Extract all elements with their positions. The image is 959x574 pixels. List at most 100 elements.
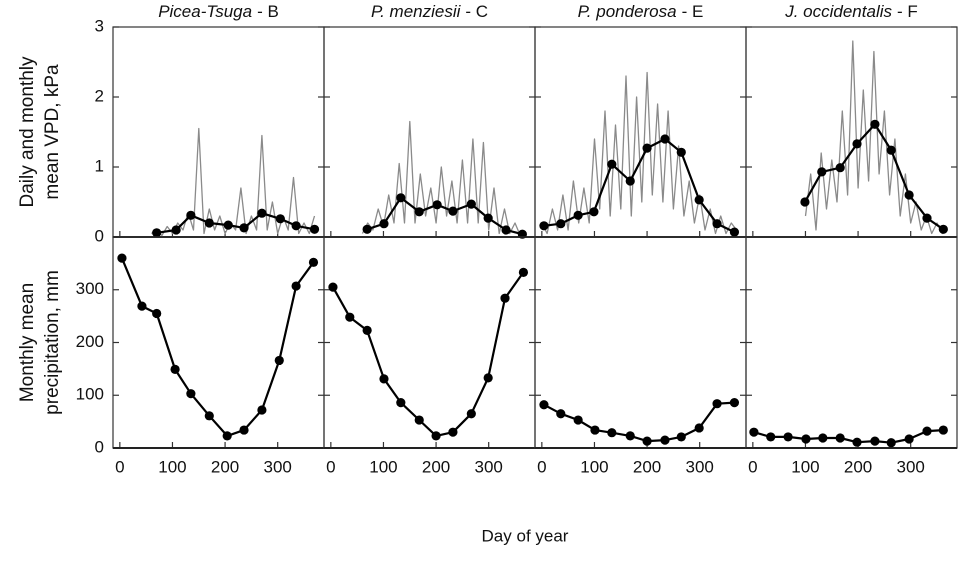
panel-title-part: Picea-Tsuga xyxy=(158,2,252,21)
monthly-line xyxy=(803,123,944,231)
monthly-point xyxy=(308,257,319,267)
y-axis-label: Daily and monthly xyxy=(17,56,38,208)
monthly-point xyxy=(483,373,493,383)
monthly-point xyxy=(379,219,389,229)
monthly-line xyxy=(156,212,315,234)
x-tick-label: 0 xyxy=(115,457,124,476)
y-tick-label: 0 xyxy=(95,437,104,456)
monthly-line xyxy=(543,401,735,443)
y-axis-label: Monthly mean xyxy=(17,283,38,402)
monthly-point xyxy=(642,436,652,446)
monthly-point xyxy=(137,301,147,311)
monthly-point xyxy=(274,355,284,366)
monthly-line xyxy=(366,196,523,236)
monthly-point xyxy=(749,427,759,437)
monthly-point xyxy=(448,427,458,437)
y-tick-label: 2 xyxy=(95,86,104,105)
panel-frame xyxy=(745,236,958,449)
y-tick-label: 100 xyxy=(76,385,104,404)
monthly-point xyxy=(835,163,845,173)
monthly-point xyxy=(362,224,372,234)
monthly-point xyxy=(573,210,583,220)
monthly-point xyxy=(539,400,549,410)
y-tick-label: 200 xyxy=(76,332,104,351)
monthly-point xyxy=(186,210,196,220)
monthly-line xyxy=(120,257,315,437)
monthly-point xyxy=(466,199,476,209)
monthly-point xyxy=(152,228,162,238)
monthly-point xyxy=(117,253,127,263)
monthly-point xyxy=(170,364,180,375)
x-axis-label: Day of year xyxy=(482,526,569,545)
x-tick-label: 300 xyxy=(475,457,503,476)
monthly-point xyxy=(922,213,932,223)
monthly-point xyxy=(766,432,776,442)
x-tick-label: 200 xyxy=(422,457,450,476)
monthly-point xyxy=(852,437,862,447)
monthly-point xyxy=(694,195,704,205)
monthly-point xyxy=(818,433,828,443)
panel-frame xyxy=(112,26,325,238)
monthly-point xyxy=(712,399,722,409)
panel-title-part: - F xyxy=(897,2,918,21)
monthly-point xyxy=(186,389,196,399)
monthly-point xyxy=(556,219,566,229)
monthly-point xyxy=(483,213,493,223)
monthly-point xyxy=(396,398,406,408)
x-tick-label: 200 xyxy=(211,457,239,476)
monthly-point xyxy=(291,281,301,291)
monthly-point xyxy=(625,431,635,441)
panel-frame xyxy=(534,26,747,238)
monthly-point xyxy=(204,411,214,421)
panel-frame xyxy=(323,26,536,238)
panel-title: Picea-Tsuga - B xyxy=(158,2,279,21)
monthly-point xyxy=(817,167,827,177)
monthly-point xyxy=(904,190,914,200)
panel-frame xyxy=(112,236,325,449)
daily-line xyxy=(151,127,316,237)
monthly-point xyxy=(431,431,441,441)
x-tick-label: 100 xyxy=(369,457,397,476)
monthly-point xyxy=(257,405,267,415)
monthly-point xyxy=(712,219,722,229)
x-tick-label: 0 xyxy=(326,457,335,476)
monthly-point xyxy=(694,423,704,433)
monthly-point xyxy=(432,200,442,210)
monthly-point xyxy=(607,428,617,438)
monthly-point xyxy=(414,415,424,425)
monthly-point xyxy=(414,207,424,217)
monthly-point xyxy=(573,415,583,425)
y-axis-label: mean VPD, kPa xyxy=(42,64,63,200)
monthly-point xyxy=(275,214,285,224)
panel-title-part: - B xyxy=(257,2,279,21)
monthly-point xyxy=(239,223,249,233)
y-axis-label: precipitation, mm xyxy=(42,270,63,415)
monthly-point xyxy=(152,308,162,319)
monthly-line xyxy=(331,271,525,437)
panel-frame xyxy=(745,26,958,238)
monthly-point xyxy=(642,143,652,153)
panel-title: J. occidentalis - F xyxy=(784,2,918,21)
monthly-point xyxy=(448,206,458,216)
x-tick-label: 0 xyxy=(748,457,757,476)
y-tick-label: 300 xyxy=(76,279,104,298)
monthly-point xyxy=(870,119,880,129)
monthly-line xyxy=(753,429,944,444)
monthly-point xyxy=(171,225,181,235)
monthly-point xyxy=(539,221,549,231)
monthly-point xyxy=(886,438,896,448)
panel-title-part: - C xyxy=(465,2,488,21)
x-tick-label: 300 xyxy=(897,457,925,476)
x-tick-label: 100 xyxy=(158,457,186,476)
panel-title: P. ponderosa - E xyxy=(578,2,704,21)
monthly-point xyxy=(309,224,320,234)
monthly-point xyxy=(556,409,566,419)
x-tick-label: 100 xyxy=(791,457,819,476)
monthly-point xyxy=(589,207,599,217)
monthly-point xyxy=(345,312,355,322)
y-tick-label: 3 xyxy=(95,16,104,35)
monthly-point xyxy=(222,431,232,441)
monthly-point xyxy=(590,425,600,435)
